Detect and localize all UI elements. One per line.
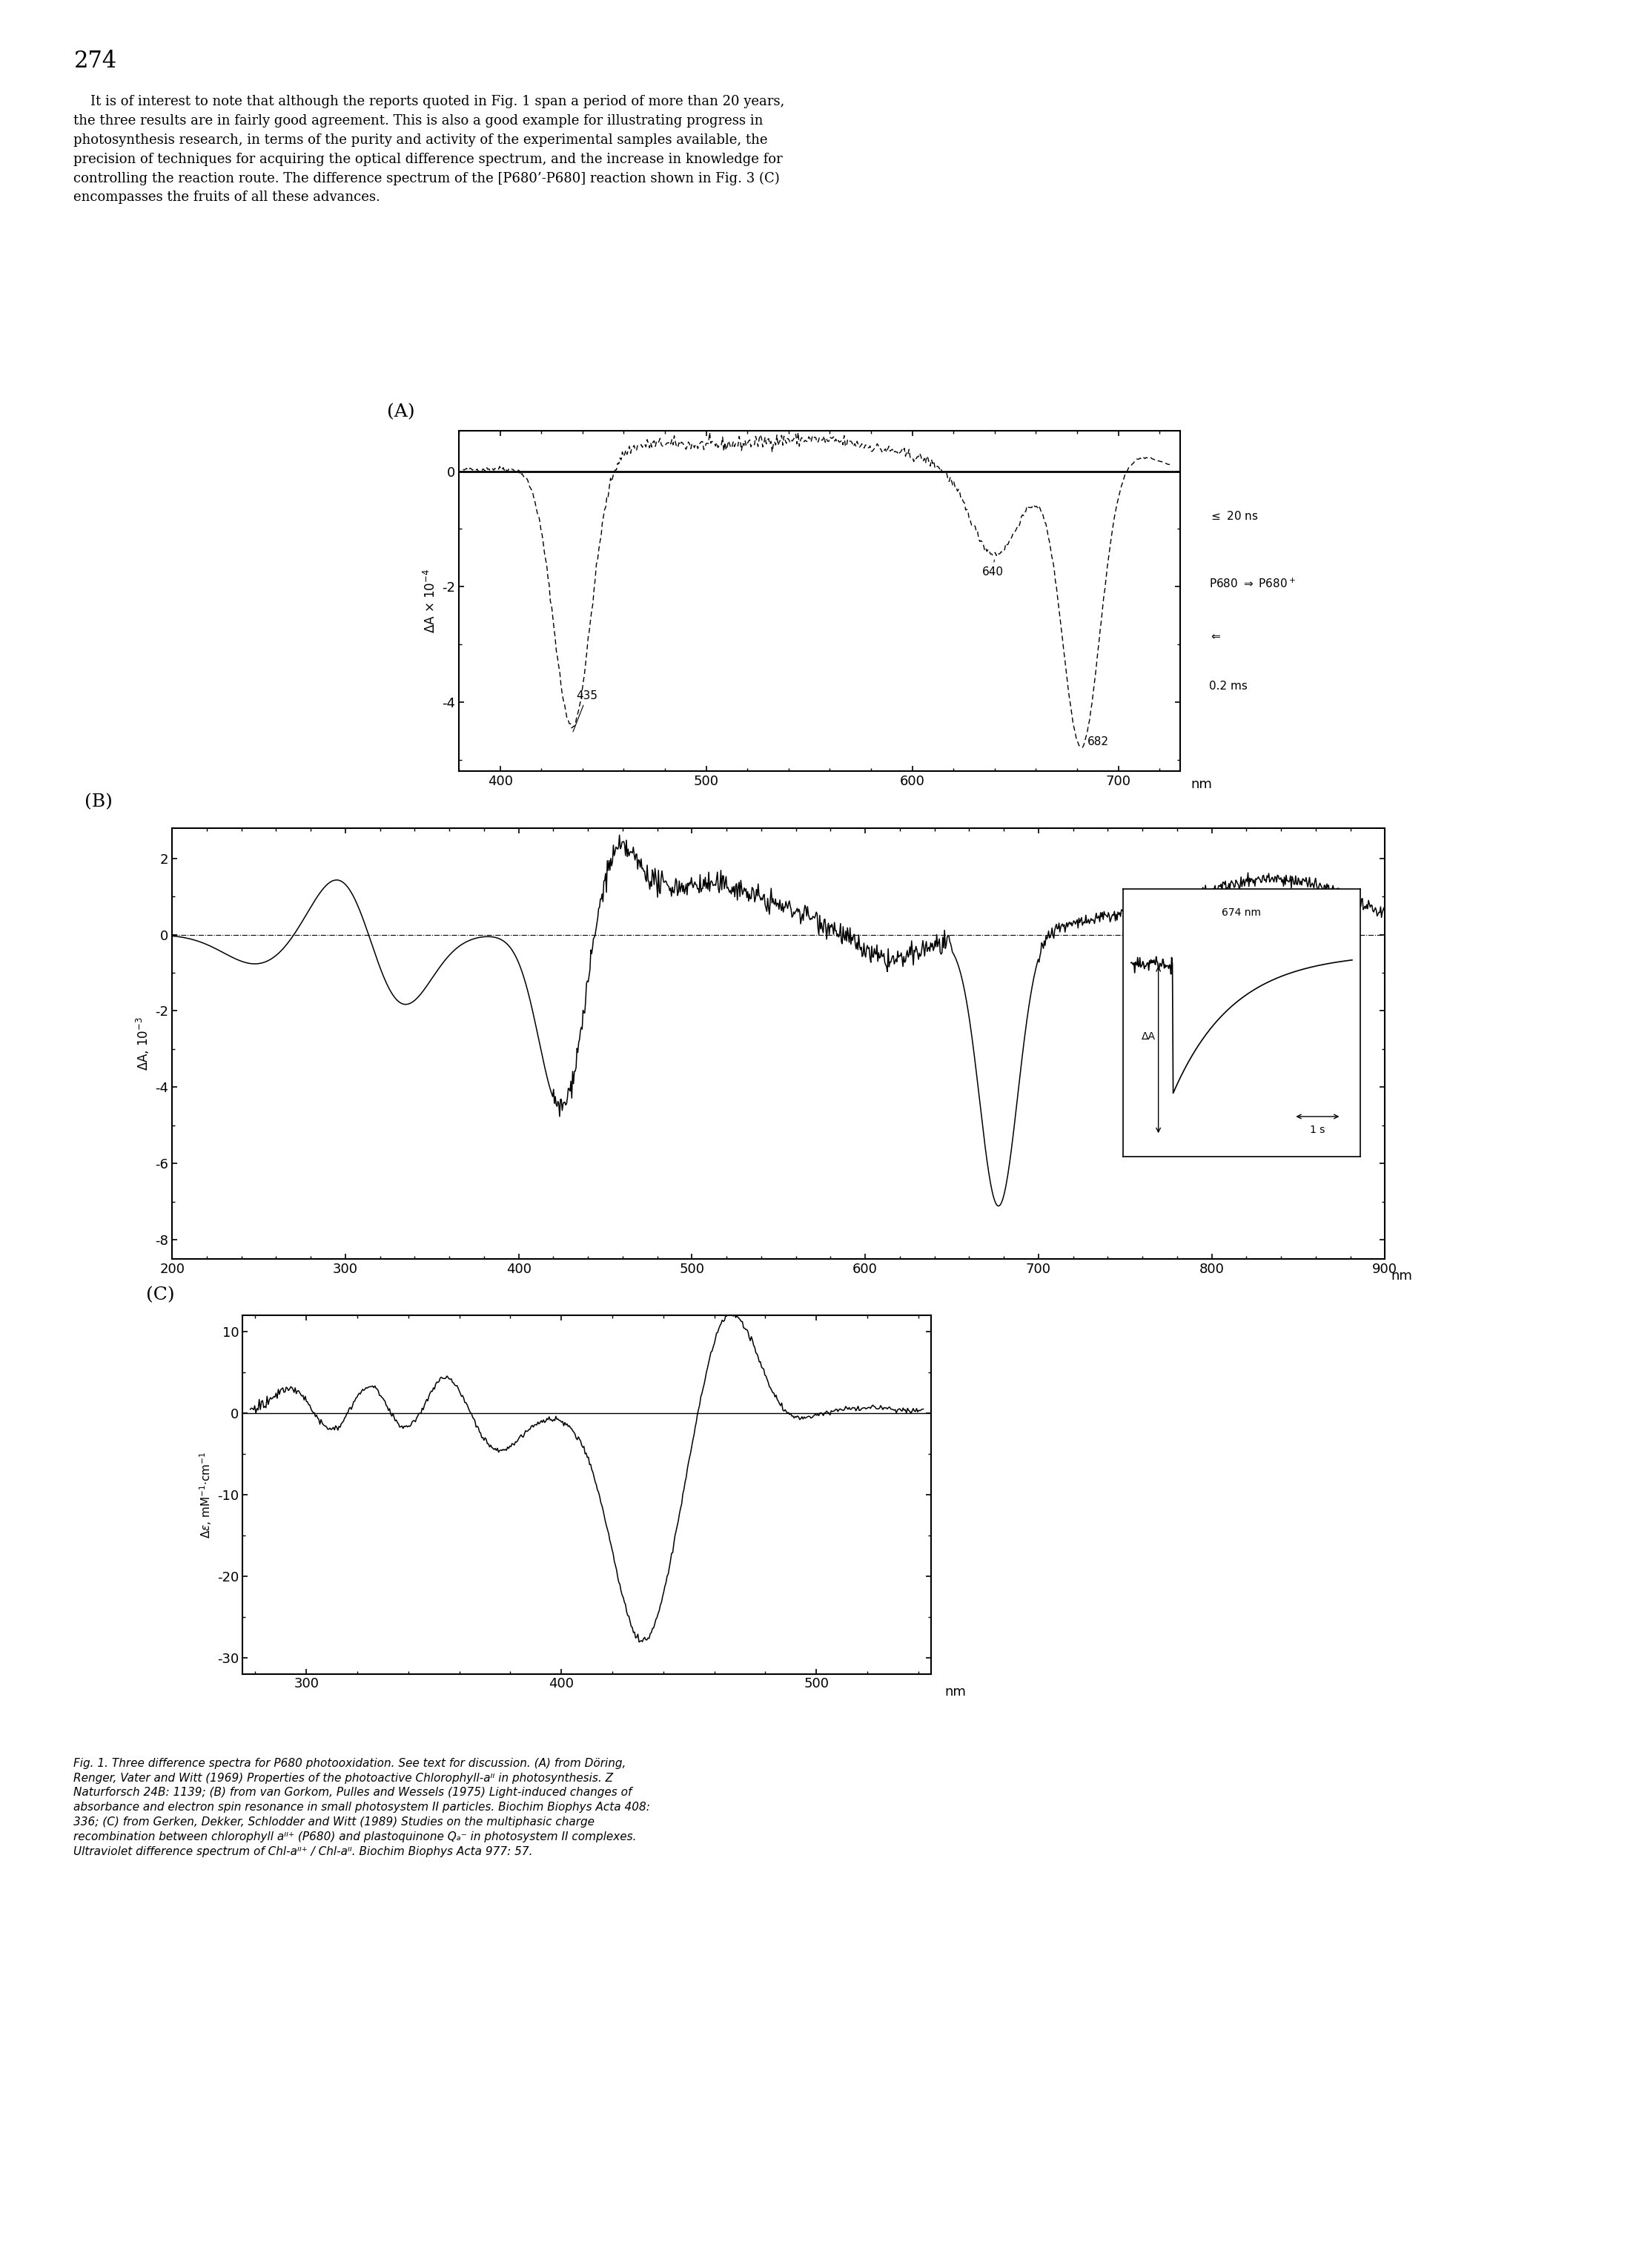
Text: Fig. 1. Three difference spectra for P680 photooxidation. See text for discussio: Fig. 1. Three difference spectra for P68… — [74, 1758, 651, 1857]
Y-axis label: $\Delta$A $\times$ 10$^{-4}$: $\Delta$A $\times$ 10$^{-4}$ — [423, 569, 438, 633]
Text: (A): (A) — [387, 404, 415, 422]
Text: 274: 274 — [74, 50, 116, 73]
Text: 1 s: 1 s — [1310, 1125, 1326, 1136]
Text: (C): (C) — [146, 1286, 175, 1304]
Y-axis label: $\Delta\varepsilon$, mM$^{-1}$$\cdot$cm$^{-1}$: $\Delta\varepsilon$, mM$^{-1}$$\cdot$cm$… — [198, 1452, 213, 1538]
Text: 640: 640 — [982, 560, 1003, 578]
Text: 682: 682 — [1087, 737, 1110, 748]
Text: nm: nm — [944, 1685, 965, 1699]
Text: It is of interest to note that although the reports quoted in Fig. 1 span a peri: It is of interest to note that although … — [74, 95, 785, 204]
Text: 435: 435 — [574, 689, 598, 733]
Text: $\Leftarrow$: $\Leftarrow$ — [1210, 631, 1221, 640]
Text: ΔA: ΔA — [1142, 1032, 1155, 1041]
Y-axis label: $\Delta$A, 10$^{-3}$: $\Delta$A, 10$^{-3}$ — [134, 1016, 151, 1070]
Text: 674 nm: 674 nm — [1223, 907, 1260, 919]
Text: 0.2 ms: 0.2 ms — [1210, 680, 1247, 692]
Text: (B): (B) — [85, 794, 113, 810]
Text: nm: nm — [1192, 778, 1213, 792]
Text: P680 $\Rightarrow$ P680$^+$: P680 $\Rightarrow$ P680$^+$ — [1210, 578, 1296, 590]
Text: nm: nm — [1392, 1270, 1413, 1284]
Text: $\leq$ 20 ns: $\leq$ 20 ns — [1210, 510, 1259, 522]
